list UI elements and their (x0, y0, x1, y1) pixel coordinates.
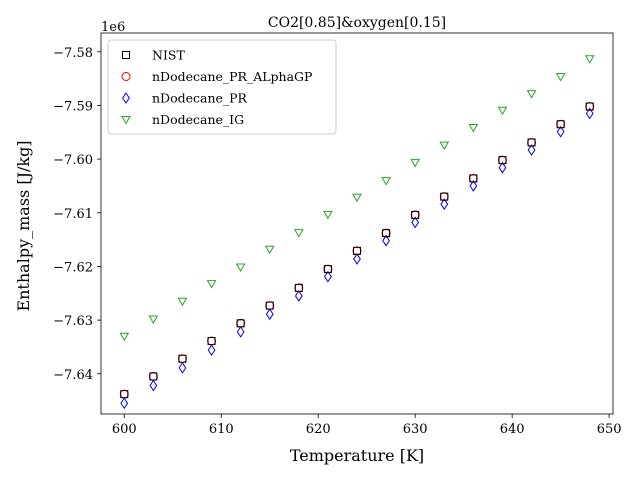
data-point (207, 337, 216, 346)
data-point (235, 263, 246, 272)
data-point (178, 354, 187, 363)
data-point (585, 107, 594, 120)
legend-marker (121, 116, 131, 125)
y-tick-label: −7.62 (53, 260, 93, 275)
data-point (149, 379, 158, 392)
data-point (526, 90, 537, 99)
y-tick-label: −7.63 (53, 314, 93, 329)
data-point (555, 72, 566, 82)
chart-title: CO2[0.85]&oxygen[0.15] (268, 15, 446, 31)
data-point (265, 301, 274, 310)
data-point (236, 319, 245, 328)
data-point (207, 336, 217, 346)
data-point (439, 141, 450, 151)
data-point (584, 55, 595, 64)
data-point (497, 106, 508, 116)
data-point (440, 198, 449, 211)
legend-marker (121, 72, 131, 81)
plot-frame (100, 32, 614, 415)
legend-label: nDodecane_PR_ALphaGP (152, 69, 312, 84)
x-axis-title: Temperature [K] (290, 446, 424, 465)
data-point (353, 246, 361, 255)
data-point (236, 325, 245, 338)
data-point (585, 102, 594, 111)
x-tick-label: 630 (403, 422, 428, 437)
data-point (382, 229, 391, 238)
data-point (177, 297, 188, 307)
data-point (527, 144, 536, 156)
data-point (410, 158, 421, 168)
data-point (556, 120, 565, 129)
legend-marker (122, 92, 130, 104)
x-tick-label: 620 (306, 422, 331, 437)
data-point (120, 397, 129, 410)
legend-marker (122, 51, 130, 59)
y-axis: −7.64 −7.63 −7.62 −7.61 −7.60 −7.59 −7.58 (53, 46, 101, 383)
data-point (353, 253, 361, 265)
data-marks (119, 55, 595, 410)
data-point (264, 245, 275, 255)
legend-label: NIST (152, 48, 185, 63)
data-point (293, 229, 304, 238)
data-point (382, 234, 390, 247)
x-tick-label: 610 (209, 422, 234, 437)
legend: NIST nDodecane_PR_ALphaGP nDodecane_PR nDod… (107, 39, 337, 135)
data-point (294, 290, 303, 302)
x-axis: 600 610 620 630 640 650 (112, 414, 622, 437)
legend-label: nDodecane_PR (152, 91, 248, 106)
data-point (352, 193, 362, 203)
data-point (527, 138, 536, 147)
data-point (119, 389, 129, 399)
x-tick-label: 600 (112, 422, 137, 437)
data-point (206, 280, 217, 289)
y-tick-label: −7.64 (53, 368, 93, 383)
y-tick-label: −7.60 (53, 153, 93, 168)
data-point (323, 265, 332, 274)
data-point (120, 390, 129, 399)
data-point (469, 174, 478, 183)
data-point (265, 308, 274, 321)
data-point (440, 192, 449, 201)
data-point (411, 210, 420, 219)
data-point (498, 156, 507, 165)
legend-label: nDodecane_IG (152, 112, 244, 127)
data-point (119, 332, 130, 342)
data-point (207, 344, 216, 357)
data-point (411, 216, 420, 229)
y-tick-label: −7.58 (53, 46, 93, 61)
data-point (149, 372, 158, 381)
x-tick-label: 640 (500, 422, 525, 437)
legend-entries: NIST nDodecane_PR_ALphaGP nDodecane_PR nDod… (121, 48, 312, 127)
data-point (148, 371, 158, 381)
x-tick-label: 650 (597, 422, 622, 437)
data-point (468, 123, 479, 133)
data-point (469, 180, 478, 192)
data-point (381, 177, 391, 186)
legend-box (107, 39, 337, 135)
data-point (324, 270, 332, 283)
data-point (177, 354, 187, 364)
y-tick-label: −7.61 (53, 207, 93, 222)
data-point (294, 283, 303, 292)
data-point (178, 361, 187, 374)
data-point (323, 210, 333, 220)
data-point (148, 315, 159, 325)
data-point (498, 161, 507, 174)
data-point (556, 125, 565, 138)
y-tick-label: −7.59 (53, 99, 93, 114)
y-offset-label: 1e6 (101, 20, 125, 35)
y-axis-title: Enthalpy_mass [J/kg] (14, 140, 33, 311)
